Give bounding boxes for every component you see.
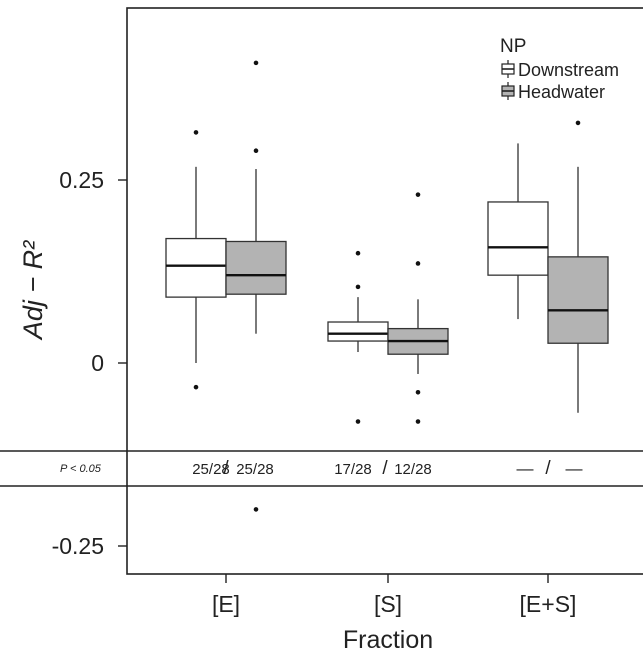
pvalue-headwater-es: — [566, 459, 583, 478]
x-tick-label-es: [E+S] [520, 591, 577, 617]
pvalue-band-label: P < 0.05 [60, 463, 102, 475]
pvalue-separator-es: / [545, 458, 551, 479]
pvalue-separator-s: / [382, 458, 388, 479]
pvalue-headwater-s: 12/28 [394, 461, 432, 478]
pvalue-downstream-s: 17/28 [334, 461, 372, 478]
x-axis-title: Fraction [343, 626, 433, 654]
legend-label-headwater: Headwater [518, 82, 605, 102]
box-downstream-e-outlier-point [193, 130, 199, 135]
pvalue-headwater-e: 25/28 [236, 461, 274, 478]
box-headwater-e-outlier-point [253, 148, 259, 154]
box-downstream-es-iqr-box [487, 201, 549, 276]
box-headwater-e-outlier-point [253, 60, 259, 66]
pvalue-band-background [0, 451, 643, 486]
pvalue-separator-e: / [223, 458, 229, 479]
pvalue-downstream-es: — [517, 459, 534, 478]
y-tick-label: -0.25 [52, 533, 104, 559]
box-downstream-s-iqr-box [327, 321, 389, 342]
y-tick-label: 0 [91, 350, 104, 376]
box-headwater-e-outlier-point [253, 507, 259, 512]
box-headwater-es-outlier-point [575, 120, 581, 126]
box-downstream-s-outlier-point [355, 250, 361, 256]
box-headwater-s-outlier-point [415, 192, 421, 197]
legend-swatch-headwater [501, 82, 515, 100]
legend: NP Downstream Headwater [500, 36, 619, 102]
legend-swatch-downstream [501, 60, 515, 78]
pvalue-downstream-e: 25/28 [192, 461, 230, 478]
legend-label-downstream: Downstream [518, 60, 619, 80]
box-headwater-es-iqr-box [547, 256, 609, 344]
legend-title: NP [500, 36, 526, 57]
box-headwater-s-outlier-point [415, 389, 421, 395]
box-series-group [165, 60, 609, 512]
box-headwater-e-iqr-box [225, 240, 287, 295]
box-headwater-s-outlier-point [415, 419, 421, 424]
box-downstream-e-outlier-point [193, 384, 199, 390]
box-downstream-s-outlier-point [355, 284, 361, 290]
x-tick-label-s: [S] [374, 591, 402, 617]
x-tick-label-e: [E] [212, 591, 240, 617]
y-axis-title: Adj − R² [18, 240, 48, 341]
box-headwater-s-outlier-point [415, 261, 421, 266]
y-tick-label: 0.25 [59, 167, 104, 193]
box-downstream-e-iqr-box [165, 237, 227, 298]
box-downstream-s-outlier-point [355, 419, 361, 424]
